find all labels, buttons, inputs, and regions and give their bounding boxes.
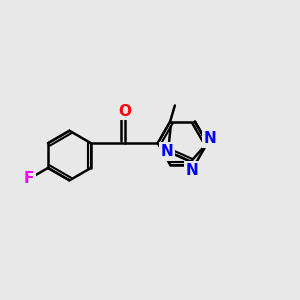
Text: N: N — [203, 131, 216, 146]
Text: F: F — [24, 172, 34, 187]
Text: N: N — [160, 144, 173, 159]
Text: O: O — [118, 104, 131, 119]
Text: N: N — [186, 163, 199, 178]
